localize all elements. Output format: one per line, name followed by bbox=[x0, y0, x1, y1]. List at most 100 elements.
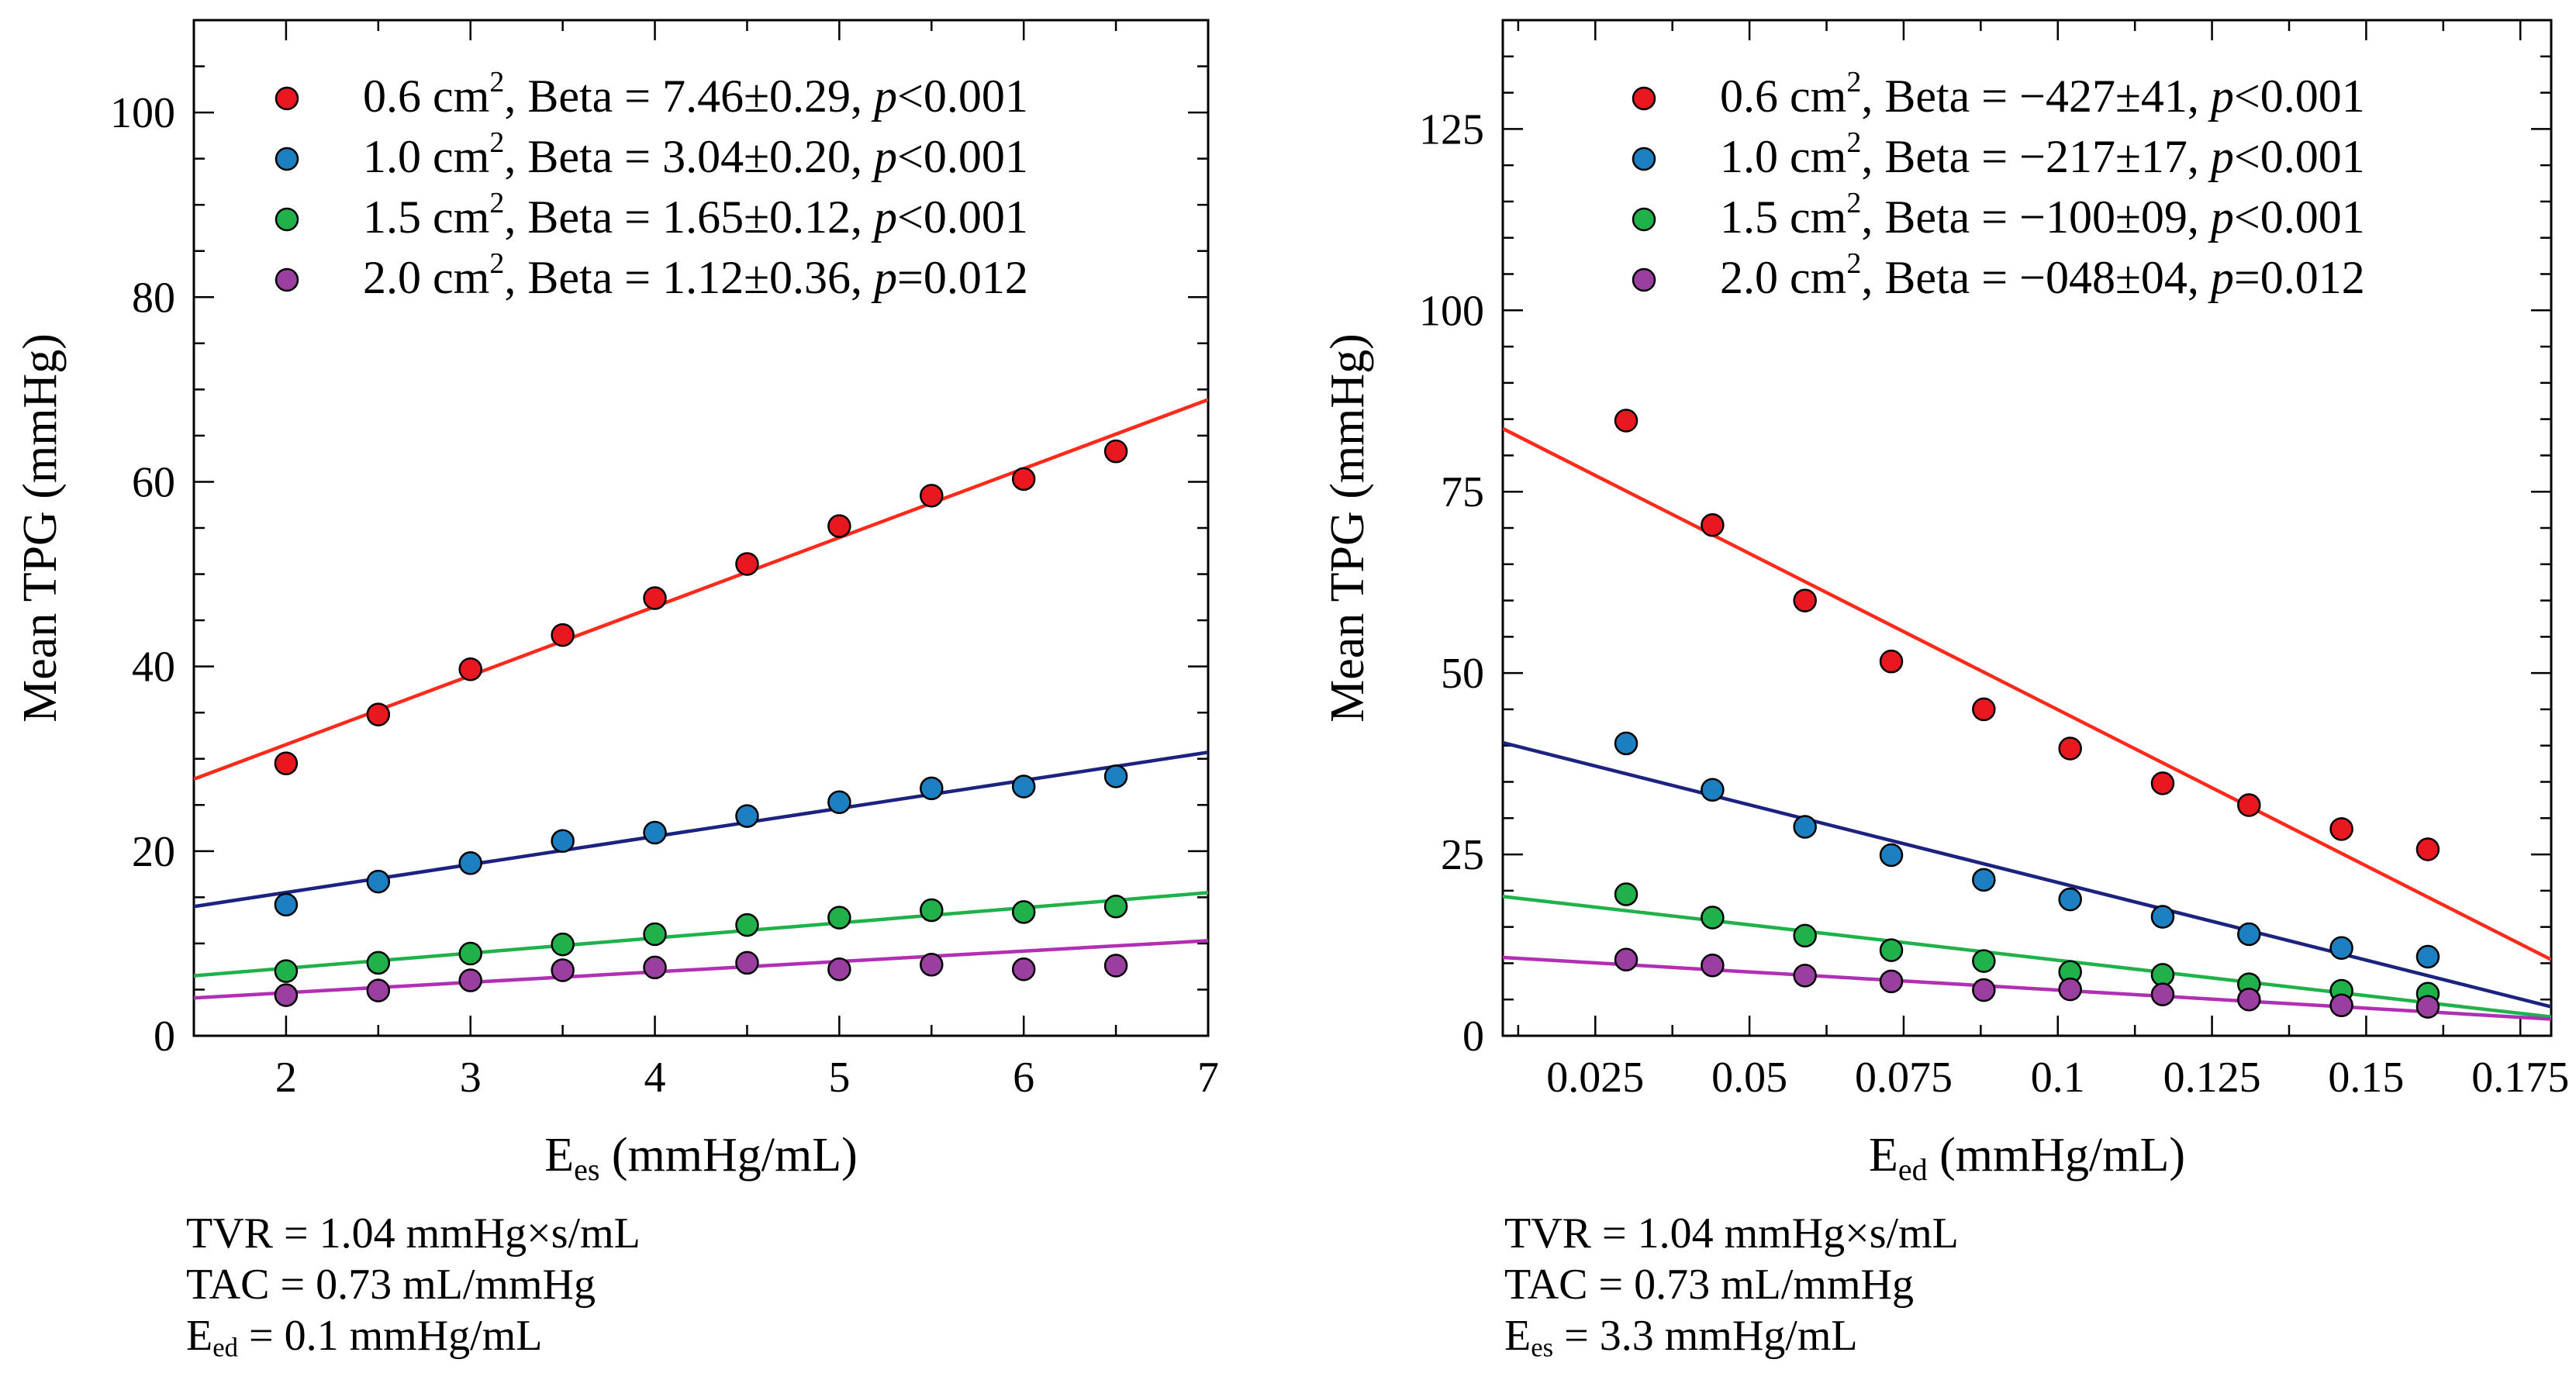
axis-ticks bbox=[1503, 19, 2551, 1037]
legend-p: p bbox=[2208, 131, 2234, 182]
legend-beta: , Beta = −100±09, bbox=[1861, 191, 2211, 243]
y-tick-label: 0 bbox=[1462, 1013, 1484, 1061]
data-point bbox=[274, 751, 299, 775]
data-point bbox=[643, 955, 667, 980]
x-tick-label: 0.05 bbox=[1711, 1054, 1787, 1102]
legend-marker bbox=[1632, 86, 1656, 111]
legend-superscript: 2 bbox=[489, 126, 504, 159]
fit-line-series-2 bbox=[1503, 895, 2551, 1019]
footnote-subscript: es bbox=[1531, 1332, 1554, 1363]
series-2-points bbox=[274, 895, 1128, 983]
series-3-points bbox=[1614, 947, 2440, 1019]
legend-superscript: 2 bbox=[1846, 126, 1861, 159]
data-point bbox=[1614, 731, 1638, 756]
legend-p: p bbox=[2208, 252, 2234, 303]
legend-area: 1.5 cm bbox=[363, 191, 489, 243]
data-point bbox=[1011, 900, 1036, 924]
legend-p-value: <0.001 bbox=[897, 71, 1028, 122]
data-point bbox=[2237, 922, 2261, 947]
series-1-points bbox=[274, 764, 1128, 917]
legend-superscript: 2 bbox=[489, 247, 504, 280]
legend-marker bbox=[1632, 147, 1656, 171]
legend-entry: 2.0 cm2, Beta = −048±04, p=0.012 bbox=[1720, 247, 2365, 303]
legend-p: p bbox=[2208, 71, 2234, 122]
data-point bbox=[1879, 969, 1904, 994]
data-point bbox=[458, 941, 482, 966]
series-0-points bbox=[274, 439, 1128, 775]
fit-line-series-1 bbox=[194, 750, 1208, 909]
data-point bbox=[1103, 895, 1128, 919]
x-tick-label: 0.075 bbox=[1855, 1054, 1953, 1102]
y-tick-label: 40 bbox=[132, 643, 175, 692]
data-point bbox=[735, 552, 759, 576]
footnote-main: TAC = 0.73 mL/mmHg bbox=[186, 1261, 596, 1309]
data-point bbox=[643, 586, 667, 610]
legend-beta: , Beta = 7.46±0.29, bbox=[504, 71, 874, 122]
legend-p-value: <0.001 bbox=[897, 131, 1028, 182]
x-tick-label: 0.025 bbox=[1546, 1054, 1644, 1102]
x-tick-label: 0.125 bbox=[2163, 1054, 2261, 1102]
fit-line-series-2 bbox=[194, 891, 1208, 978]
legend-beta: , Beta = 1.65±0.12, bbox=[504, 191, 874, 243]
legend-superscript: 2 bbox=[1846, 187, 1861, 219]
data-point bbox=[827, 957, 851, 982]
data-point bbox=[1701, 778, 1725, 802]
legend-marker bbox=[1632, 207, 1656, 232]
legend-p: p bbox=[2208, 191, 2234, 243]
x-tick-label: 6 bbox=[1013, 1054, 1034, 1102]
footnote-main: TVR = 1.04 mmHg×s/mL bbox=[186, 1209, 641, 1258]
legend-beta: , Beta = 1.12±0.36, bbox=[504, 252, 874, 303]
footnote-line: Ees = 3.3 mmHg/mL bbox=[1504, 1310, 1959, 1361]
x-tick-label: 2 bbox=[275, 1054, 297, 1102]
legend-marker bbox=[275, 86, 299, 111]
legend-superscript: 2 bbox=[1846, 247, 1861, 280]
x-tick-label: 0.175 bbox=[2471, 1054, 2569, 1102]
data-point bbox=[366, 869, 391, 894]
data-point bbox=[827, 906, 851, 930]
data-point bbox=[920, 953, 944, 977]
y-axis-label: Mean TPG (mmHg) bbox=[1321, 333, 1374, 723]
data-point bbox=[551, 623, 575, 647]
data-point bbox=[2150, 982, 2175, 1006]
legend-p: p bbox=[871, 191, 897, 243]
data-point bbox=[1972, 868, 1996, 892]
panel-left: 2 3 4 5 6 7 0 20 40 60 80 100 Mean TPG (mmHg) Ees (mm… bbox=[14, 19, 1219, 1187]
data-point bbox=[551, 958, 575, 982]
footnote-line: TVR = 1.04 mmHg×s/mL bbox=[1504, 1208, 1959, 1259]
x-tick-label: 3 bbox=[460, 1054, 482, 1102]
x-axis-label-units: (mmHg/mL) bbox=[1928, 1129, 2185, 1182]
legend-p: p bbox=[871, 71, 897, 122]
y-tick-label: 25 bbox=[1441, 831, 1484, 879]
data-point bbox=[1701, 953, 1725, 978]
legend-p-value: <0.001 bbox=[897, 191, 1028, 243]
data-point bbox=[735, 950, 759, 975]
data-point bbox=[274, 959, 299, 983]
data-point bbox=[274, 983, 299, 1007]
data-point bbox=[1103, 764, 1128, 788]
legend-area: 1.0 cm bbox=[363, 131, 489, 182]
data-point bbox=[735, 913, 759, 937]
legend-area: 0.6 cm bbox=[1720, 71, 1846, 122]
panel-right: 0.025 0.05 0.075 0.1 0.125 0.15 0.175 0 25 50 75 10… bbox=[1321, 19, 2569, 1187]
data-point bbox=[366, 978, 391, 1002]
x-axis-label: Ees (mmHg/mL) bbox=[544, 1129, 858, 1187]
y-tick-label: 50 bbox=[1441, 650, 1484, 698]
legend-entry: 1.5 cm2, Beta = −100±09, p<0.001 bbox=[1720, 187, 2365, 243]
data-point bbox=[643, 820, 667, 845]
x-axis-label-subscript: es bbox=[574, 1152, 599, 1187]
legend-p-value: =0.012 bbox=[2234, 252, 2365, 303]
x-axis-label-subscript: ed bbox=[1898, 1152, 1928, 1187]
legend-entry: 1.0 cm2, Beta = −217±17, p<0.001 bbox=[1720, 126, 2365, 182]
x-tick-label: 0.1 bbox=[2031, 1054, 2085, 1102]
footnote-line: TVR = 1.04 mmHg×s/mL bbox=[186, 1208, 641, 1259]
series-3-points bbox=[274, 950, 1128, 1007]
y-tick-label: 125 bbox=[1419, 105, 1484, 154]
data-point bbox=[1879, 843, 1904, 868]
y-axis-label: Mean TPG (mmHg) bbox=[14, 333, 67, 723]
y-tick-label: 60 bbox=[132, 458, 175, 506]
legend-area: 2.0 cm bbox=[1720, 252, 1846, 303]
data-point bbox=[1011, 467, 1036, 492]
series-1-points bbox=[1614, 731, 2440, 969]
data-point bbox=[1011, 957, 1036, 982]
